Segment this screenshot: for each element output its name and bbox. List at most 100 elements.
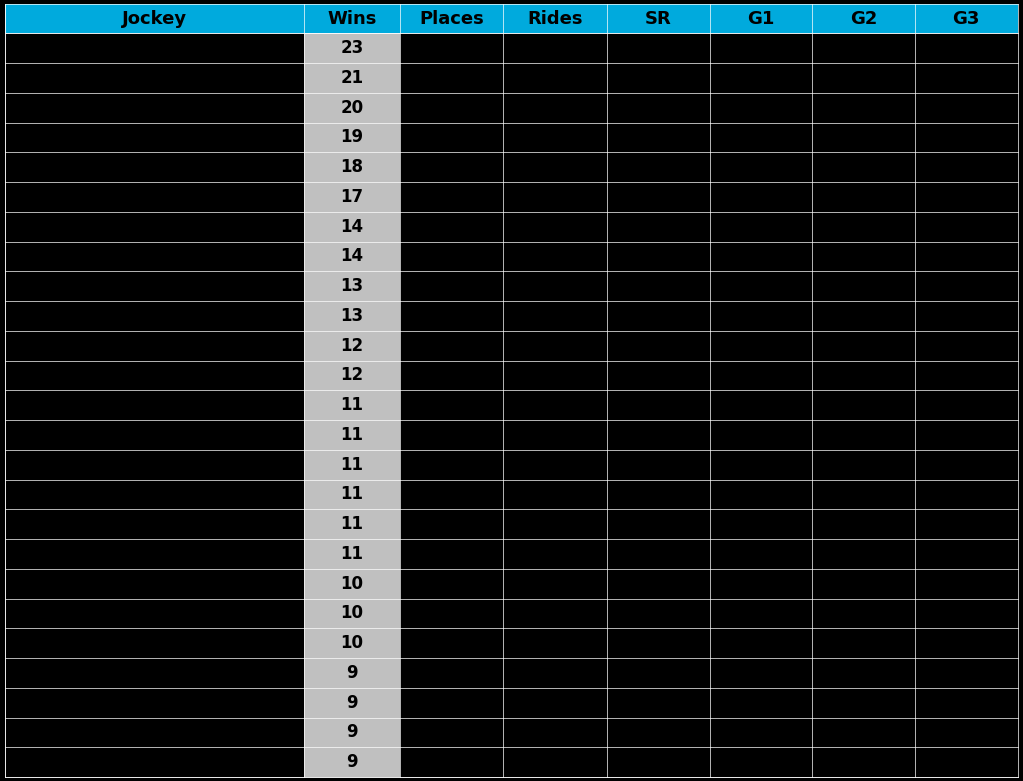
Bar [607, 241, 710, 271]
Bar [5, 212, 304, 241]
Bar [5, 688, 304, 718]
Bar [812, 569, 915, 598]
Bar [915, 123, 1018, 152]
Bar [5, 390, 304, 420]
Bar [304, 331, 400, 361]
Bar [710, 152, 812, 182]
Bar [915, 569, 1018, 598]
Text: Wins: Wins [327, 9, 376, 27]
Bar [304, 509, 400, 539]
Text: 13: 13 [341, 307, 363, 325]
Bar [607, 331, 710, 361]
Bar [304, 271, 400, 301]
Bar [304, 450, 400, 480]
Text: G2: G2 [850, 9, 877, 27]
Bar [400, 390, 503, 420]
Bar [915, 93, 1018, 123]
Bar [400, 301, 503, 331]
Bar [710, 569, 812, 598]
Bar [710, 361, 812, 390]
Bar [400, 182, 503, 212]
Bar [5, 450, 304, 480]
Text: Places: Places [419, 9, 484, 27]
Bar [503, 212, 607, 241]
Bar [503, 450, 607, 480]
Bar [915, 182, 1018, 212]
Bar [607, 4, 710, 34]
Bar [503, 598, 607, 629]
Bar [607, 123, 710, 152]
Bar [710, 93, 812, 123]
Bar [400, 241, 503, 271]
Bar [503, 34, 607, 63]
Bar [710, 331, 812, 361]
Bar [607, 34, 710, 63]
Bar [400, 271, 503, 301]
Bar [710, 539, 812, 569]
Bar [5, 63, 304, 93]
Bar [812, 390, 915, 420]
Text: 11: 11 [341, 426, 363, 444]
Bar [915, 271, 1018, 301]
Bar [304, 123, 400, 152]
Bar [400, 718, 503, 747]
Bar [812, 271, 915, 301]
Bar [400, 450, 503, 480]
Bar [400, 658, 503, 688]
Text: 10: 10 [341, 634, 363, 652]
Text: 13: 13 [341, 277, 363, 295]
Bar [915, 598, 1018, 629]
Text: 9: 9 [346, 694, 358, 711]
Text: Rides: Rides [527, 9, 583, 27]
Bar [812, 34, 915, 63]
Bar [710, 63, 812, 93]
Bar [503, 152, 607, 182]
Bar [304, 539, 400, 569]
Text: 10: 10 [341, 575, 363, 593]
Bar [607, 450, 710, 480]
Bar [5, 539, 304, 569]
Bar [710, 598, 812, 629]
Bar [710, 390, 812, 420]
Bar [710, 271, 812, 301]
Bar [503, 182, 607, 212]
Text: 21: 21 [341, 69, 363, 87]
Bar [812, 658, 915, 688]
Bar [607, 271, 710, 301]
Bar [5, 4, 304, 34]
Bar [710, 182, 812, 212]
Bar [503, 688, 607, 718]
Text: 9: 9 [346, 753, 358, 771]
Bar [503, 747, 607, 777]
Bar [915, 331, 1018, 361]
Bar [710, 688, 812, 718]
Bar [607, 598, 710, 629]
Bar [812, 212, 915, 241]
Bar [304, 93, 400, 123]
Bar [812, 123, 915, 152]
Bar [400, 93, 503, 123]
Bar [400, 480, 503, 509]
Text: G3: G3 [952, 9, 980, 27]
Bar [915, 480, 1018, 509]
Bar [812, 152, 915, 182]
Text: 9: 9 [346, 723, 358, 741]
Bar [812, 4, 915, 34]
Bar [812, 688, 915, 718]
Bar [710, 241, 812, 271]
Text: 11: 11 [341, 486, 363, 504]
Bar [5, 301, 304, 331]
Bar [915, 152, 1018, 182]
Bar [915, 658, 1018, 688]
Bar [503, 301, 607, 331]
Bar [915, 212, 1018, 241]
Bar [607, 539, 710, 569]
Bar [5, 331, 304, 361]
Bar [812, 420, 915, 450]
Bar [503, 718, 607, 747]
Bar [915, 747, 1018, 777]
Bar [5, 93, 304, 123]
Bar [710, 450, 812, 480]
Bar [812, 509, 915, 539]
Bar [5, 182, 304, 212]
